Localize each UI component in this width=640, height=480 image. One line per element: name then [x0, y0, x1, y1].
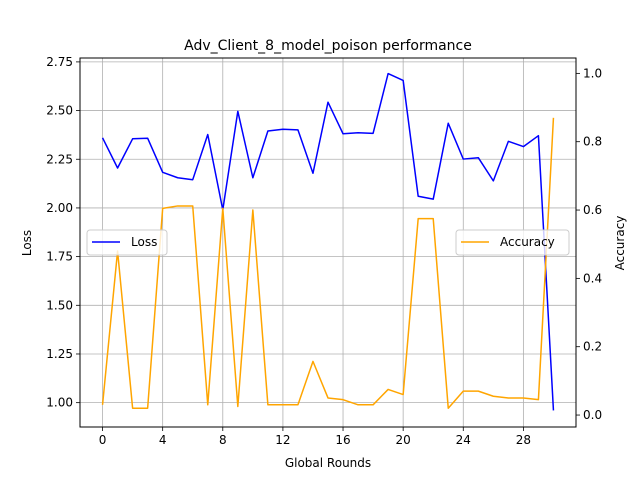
- x-tick-label: 20: [396, 433, 411, 447]
- y-axis-left: 1.00 1.25 1.50 1.75 2.00 2.25 2.50 2.75: [46, 55, 80, 410]
- y-right-tick-label: 1.0: [583, 66, 602, 80]
- y-right-tick-label: 0.4: [583, 271, 602, 285]
- x-tick-label: 8: [219, 433, 227, 447]
- y-axis-right-label: Accuracy: [613, 216, 627, 271]
- y-left-tick-label: 1.25: [46, 347, 73, 361]
- x-tick-label: 28: [516, 433, 531, 447]
- series-layer: [101, 72, 555, 411]
- y-left-tick-label: 2.25: [46, 152, 73, 166]
- series-line-accuracy: [101, 117, 555, 409]
- grid-lines: [80, 58, 576, 427]
- x-tick-label: 4: [159, 433, 167, 447]
- y-left-tick-label: 1.00: [46, 396, 73, 410]
- series-line-loss: [101, 72, 555, 411]
- y-right-tick-label: 0.8: [583, 135, 602, 149]
- x-axis: 0 4 8 12 16 20 24 28: [99, 427, 531, 447]
- y-axis-left-label: Loss: [20, 230, 34, 256]
- legend-accuracy-label: Accuracy: [500, 235, 555, 249]
- y-axis-right: 0.0 0.2 0.4 0.6 0.8 1.0: [576, 66, 602, 422]
- x-tick-label: 24: [456, 433, 471, 447]
- legend-loss-box: [86, 229, 168, 256]
- y-left-tick-label: 2.75: [46, 55, 73, 69]
- legend-accuracy-box: [455, 229, 570, 256]
- y-left-tick-label: 1.75: [46, 250, 73, 264]
- legend-accuracy: Accuracy: [455, 229, 570, 256]
- y-right-tick-label: 0.2: [583, 340, 602, 354]
- x-axis-label: Global Rounds: [285, 456, 371, 470]
- y-left-tick-label: 2.00: [46, 201, 73, 215]
- y-right-tick-label: 0.6: [583, 203, 602, 217]
- x-tick-label: 16: [335, 433, 350, 447]
- chart-title: Adv_Client_8_model_poison performance: [184, 38, 472, 54]
- x-tick-label: 12: [275, 433, 290, 447]
- x-tick-label: 0: [99, 433, 107, 447]
- y-left-tick-label: 2.50: [46, 104, 73, 118]
- legend-loss: Loss: [86, 229, 168, 256]
- legend-loss-label: Loss: [131, 235, 157, 249]
- y-right-tick-label: 0.0: [583, 408, 602, 422]
- plot-frame: [79, 57, 577, 428]
- y-left-tick-label: 1.50: [46, 298, 73, 312]
